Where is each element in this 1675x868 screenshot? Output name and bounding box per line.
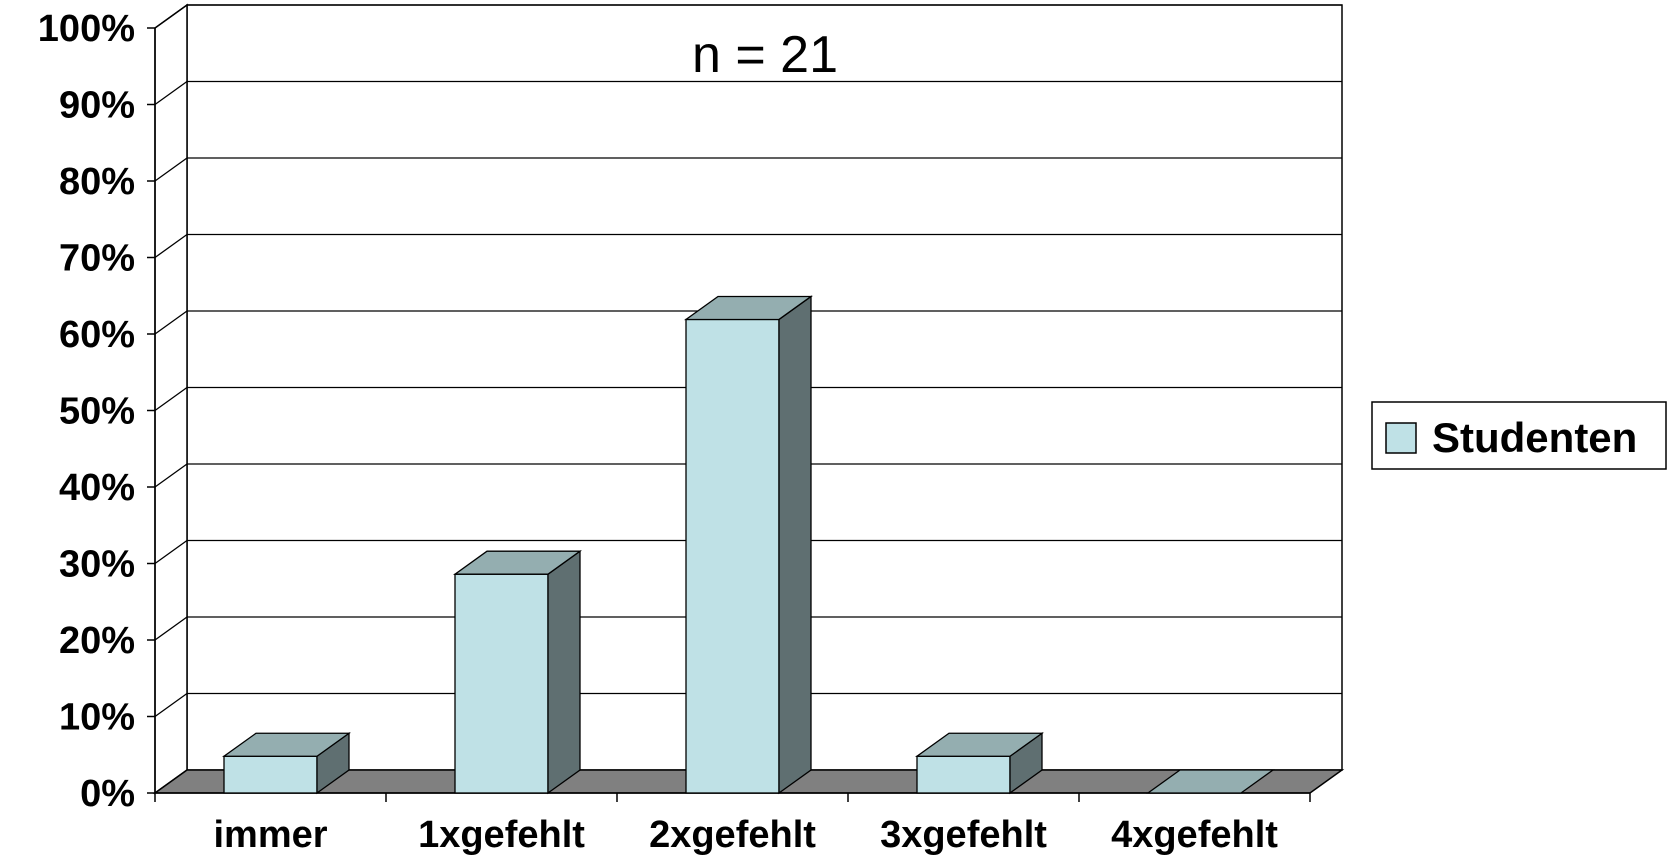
y-tick-label: 0% — [80, 773, 135, 815]
y-tick-label: 20% — [59, 620, 135, 662]
bar-top — [914, 732, 1045, 757]
gridline-side — [154, 157, 188, 182]
gridline-side — [154, 4, 188, 29]
bar-top — [1145, 769, 1276, 794]
bar-top — [452, 550, 583, 575]
gridline-side — [154, 616, 188, 641]
bar-front — [454, 573, 549, 794]
y-tick-labels: 0% 10% 20% 30% 40% 50% 60% 70% 80% 90% 100% — [38, 8, 135, 815]
bar-top — [683, 295, 814, 321]
gridline-side — [154, 463, 188, 488]
gridline-side — [154, 692, 188, 718]
bar-side — [778, 295, 812, 795]
gridline-side — [154, 386, 188, 412]
legend-box — [1371, 401, 1667, 470]
bar-3xgefehlt — [914, 732, 1045, 795]
bar-immer — [221, 732, 352, 795]
bar-1xgefehlt — [452, 549, 583, 795]
y-tick-label: 10% — [59, 697, 135, 739]
sample-size-annotation: n = 21 — [692, 26, 838, 84]
bar-front — [916, 755, 1011, 794]
bar-front — [223, 755, 318, 794]
y-tick-label: 80% — [59, 161, 135, 203]
legend-label-studenten: Studenten — [1432, 414, 1637, 461]
gridline-side — [154, 539, 188, 565]
gridline-side — [154, 310, 188, 335]
bar-front — [685, 318, 780, 794]
y-tick-label: 60% — [59, 314, 135, 356]
bar-4xgefehlt — [1145, 769, 1276, 794]
y-tick-label: 90% — [59, 85, 135, 127]
x-category-label: 4xgefehlt — [1111, 814, 1278, 856]
y-tick-label: 30% — [59, 544, 135, 586]
bar-side — [547, 549, 581, 795]
x-category-labels: immer 1xgefehlt 2xgefehlt 3xgefehlt 4xgefehl… — [213, 814, 1278, 856]
y-tick-label: 40% — [59, 467, 135, 509]
y-tick-label: 50% — [59, 391, 135, 433]
bars — [221, 295, 1276, 795]
bar-2xgefehlt — [683, 295, 814, 795]
x-category-label: 3xgefehlt — [880, 814, 1047, 856]
x-category-label: 2xgefehlt — [649, 814, 816, 856]
gridline-side — [154, 233, 188, 259]
legend: Studenten — [1371, 401, 1667, 470]
x-category-label: immer — [213, 814, 327, 856]
y-tick-label: 70% — [59, 238, 135, 280]
y-tick-label: 100% — [38, 8, 135, 50]
gridline-side — [154, 80, 188, 106]
legend-swatch-studenten — [1385, 422, 1417, 454]
bar-top — [221, 732, 352, 757]
x-category-label: 1xgefehlt — [418, 814, 585, 856]
